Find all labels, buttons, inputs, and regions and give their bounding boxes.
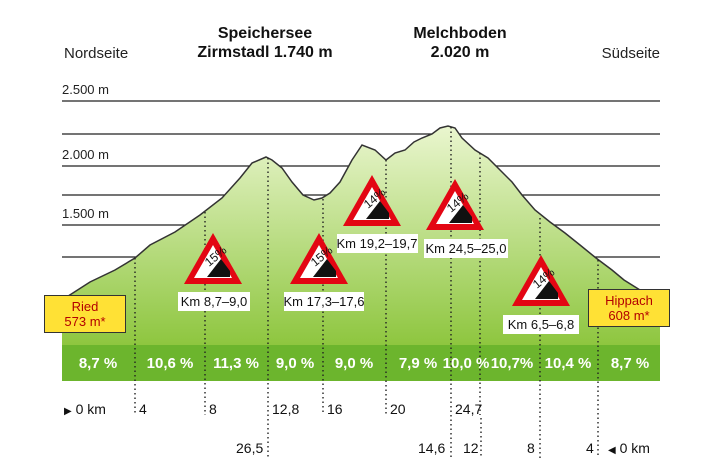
peak-melchboden-elevation: 2.020 m bbox=[430, 44, 490, 61]
segment-label: 10,7% bbox=[491, 355, 534, 372]
km-north-8: 8 bbox=[209, 401, 217, 417]
gradient-band bbox=[62, 345, 660, 381]
km-north-start: ▶ 0 km bbox=[64, 401, 106, 417]
sign-range-box bbox=[503, 315, 579, 334]
sign-range-box bbox=[424, 239, 508, 258]
segment-label: 10,6 % bbox=[147, 355, 194, 372]
sign-range-label: Km 17,3–17,6 bbox=[284, 294, 365, 309]
sign-range-label: Km 6,5–6,8 bbox=[508, 317, 575, 332]
arrow-left-icon: ◀ bbox=[608, 445, 616, 456]
segment-label: 8,7 % bbox=[611, 355, 649, 372]
km-north-16: 16 bbox=[327, 401, 343, 417]
segment-label: 9,0 % bbox=[335, 355, 373, 372]
town-ried-elevation: 573 m* bbox=[64, 314, 106, 329]
altitude-label-2000: 2.000 m bbox=[62, 147, 109, 162]
km-north-20: 20 bbox=[390, 401, 406, 417]
altitude-label-1500: 1.500 m bbox=[62, 206, 109, 221]
altitude-label-2500: 2.500 m bbox=[62, 82, 109, 97]
km-south-14-6: 14,6 bbox=[418, 440, 446, 456]
segment-label: 10,0 % bbox=[443, 355, 490, 372]
arrow-right-icon: ▶ bbox=[64, 406, 72, 417]
sign-range-label: Km 8,7–9,0 bbox=[181, 294, 248, 309]
town-hippach-elevation: 608 m* bbox=[608, 308, 650, 323]
segment-label: 11,3 % bbox=[213, 355, 259, 372]
peak-melchboden-label: Melchboden 2.020 m bbox=[395, 24, 525, 62]
town-ried-name: Ried bbox=[71, 299, 99, 314]
segment-label: 8,7 % bbox=[79, 355, 117, 372]
sign-range-box bbox=[337, 234, 418, 253]
sign-range-box bbox=[284, 292, 364, 311]
km-south-4: 4 bbox=[586, 440, 594, 456]
town-hippach-name: Hippach bbox=[605, 293, 653, 308]
peak-speichersee-label: Speichersee Zirmstadl 1.740 m bbox=[190, 24, 340, 62]
km-south-end: ◀ 0 km bbox=[608, 440, 650, 456]
km-south-8: 8 bbox=[527, 440, 535, 456]
km-north-4: 4 bbox=[139, 401, 147, 417]
km-south-12: 12 bbox=[463, 440, 479, 456]
sign-range-box bbox=[178, 292, 250, 311]
sign-range-label: Km 19,2–19,7 bbox=[337, 236, 418, 251]
south-side-label: Südseite bbox=[601, 45, 660, 62]
km-north-26-5: 26,5 bbox=[236, 440, 264, 456]
segment-label: 9,0 % bbox=[276, 355, 314, 372]
town-ried-box: Ried 573 m* bbox=[44, 295, 126, 333]
km-north-start-label: 0 km bbox=[75, 401, 106, 417]
km-north-24-7: 24,7 bbox=[455, 401, 483, 417]
km-north-12-8: 12,8 bbox=[272, 401, 300, 417]
peak-speichersee-name: Speichersee bbox=[217, 25, 313, 42]
peak-speichersee-elevation: Zirmstadl 1.740 m bbox=[197, 44, 333, 61]
town-hippach-box: Hippach 608 m* bbox=[588, 289, 670, 327]
segment-label: 7,9 % bbox=[399, 355, 437, 372]
sign-range-label: Km 24,5–25,0 bbox=[426, 241, 507, 256]
segment-label: 10,4 % bbox=[545, 355, 592, 372]
north-side-label: Nordseite bbox=[64, 45, 129, 62]
peak-melchboden-name: Melchboden bbox=[413, 25, 507, 42]
km-south-end-label: 0 km bbox=[619, 440, 650, 456]
mountain-outline bbox=[61, 125, 661, 301]
